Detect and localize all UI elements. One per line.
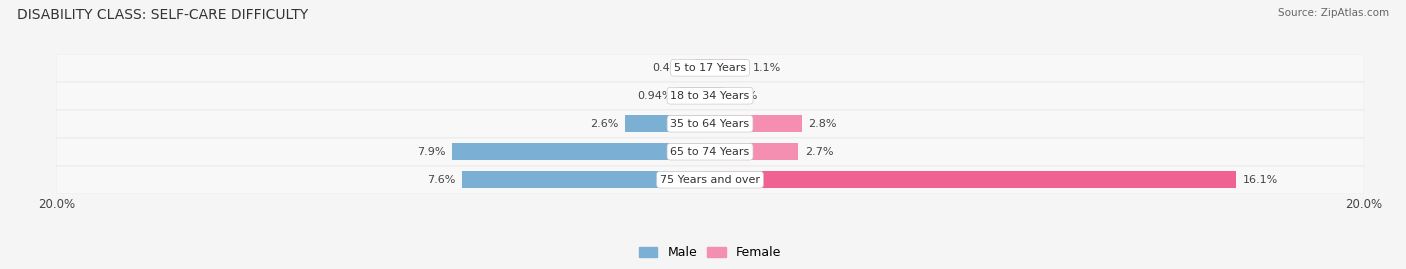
Text: 1.1%: 1.1% (752, 63, 780, 73)
Text: 0.4%: 0.4% (730, 91, 758, 101)
Text: Source: ZipAtlas.com: Source: ZipAtlas.com (1278, 8, 1389, 18)
Bar (710, 115, 801, 132)
Bar (56, 54, 1364, 82)
Bar (679, 87, 710, 104)
Bar (56, 138, 1364, 166)
Bar (710, 171, 1236, 188)
Text: 18 to 34 Years: 18 to 34 Years (671, 91, 749, 101)
Text: 2.7%: 2.7% (804, 147, 834, 157)
Bar (710, 87, 723, 104)
Legend: Male, Female: Male, Female (634, 241, 786, 264)
Bar (461, 171, 710, 188)
Text: 0.47%: 0.47% (652, 63, 688, 73)
Text: DISABILITY CLASS: SELF-CARE DIFFICULTY: DISABILITY CLASS: SELF-CARE DIFFICULTY (17, 8, 308, 22)
Bar (626, 115, 710, 132)
Bar (56, 166, 1364, 194)
Bar (710, 143, 799, 160)
Text: 2.6%: 2.6% (591, 119, 619, 129)
Text: 16.1%: 16.1% (1243, 175, 1278, 185)
Text: 0.94%: 0.94% (637, 91, 672, 101)
Text: 2.8%: 2.8% (808, 119, 837, 129)
Text: 5 to 17 Years: 5 to 17 Years (673, 63, 747, 73)
Bar (710, 59, 747, 76)
Bar (451, 143, 710, 160)
Text: 7.6%: 7.6% (426, 175, 456, 185)
Bar (695, 59, 710, 76)
Bar (56, 110, 1364, 138)
Bar (56, 82, 1364, 110)
Text: 65 to 74 Years: 65 to 74 Years (671, 147, 749, 157)
Text: 35 to 64 Years: 35 to 64 Years (671, 119, 749, 129)
Text: 7.9%: 7.9% (416, 147, 446, 157)
Text: 75 Years and over: 75 Years and over (659, 175, 761, 185)
